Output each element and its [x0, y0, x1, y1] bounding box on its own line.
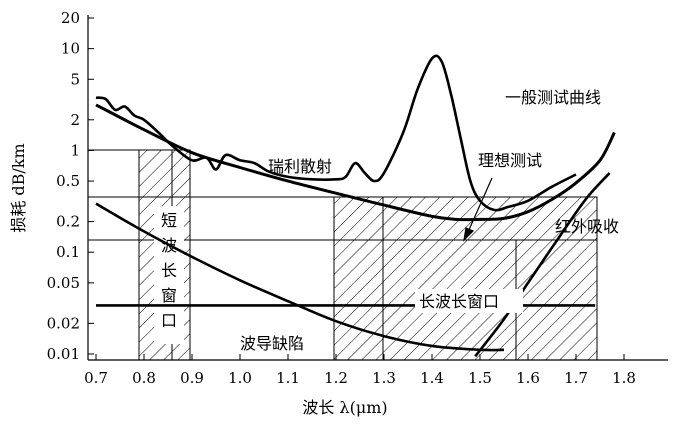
x-tick-label: 1.7	[564, 369, 588, 387]
ideal-curve	[95, 103, 616, 222]
x-tick-label: 1.3	[372, 369, 396, 387]
windows	[138, 149, 598, 361]
y-tick-label: 0.5	[56, 172, 80, 190]
x-tick-label: 1.6	[516, 369, 540, 387]
y-tick-label: 1	[70, 141, 80, 159]
long-window	[333, 196, 598, 361]
y-tick-label: 20	[61, 9, 80, 27]
x-tick-label: 0.9	[180, 369, 204, 387]
short-window-label-bg	[154, 206, 184, 344]
short-window-char-2: 长	[161, 261, 177, 280]
x-tick-label: 1.4	[420, 369, 444, 387]
infrared-curve	[474, 172, 611, 358]
y-tick-label: 0.02	[47, 314, 80, 332]
y-tick-label: 0.2	[56, 213, 80, 231]
label-rayleigh: 瑞利散射	[268, 157, 332, 176]
label-ir: 红外吸收	[555, 217, 619, 236]
short-window-char-3: 窗	[161, 286, 177, 305]
x-tick-label: 0.8	[132, 369, 156, 387]
x-ticks: 0.7 0.8 0.9 1.0 1.1 1.2 1.3 1.4 1.5 1.6 1.7 1.8	[84, 354, 636, 387]
y-tick-label: 10	[61, 40, 80, 58]
label-general: 一般测试曲线	[505, 88, 601, 107]
x-tick-label: 1.8	[612, 369, 636, 387]
axes	[87, 15, 668, 361]
ideal-arrow	[463, 177, 493, 242]
y-axis-label: 损耗 dB/km	[9, 143, 28, 232]
y-tick-label: 5	[70, 70, 80, 88]
label-ideal: 理想测试	[478, 151, 542, 170]
x-tick-label: 1.0	[228, 369, 252, 387]
x-tick-label: 1.5	[468, 369, 492, 387]
general-curve	[95, 54, 577, 212]
y-ticks: 20 10 5 2 1 0.5 0.2 0.1 0.05 0.02 0.01	[47, 9, 94, 363]
x-tick-label: 1.2	[324, 369, 348, 387]
x-tick-label: 1.1	[276, 369, 300, 387]
rayleigh-curve	[95, 202, 505, 352]
y-tick-label: 0.05	[47, 274, 80, 292]
short-window-char-4: 口	[161, 311, 177, 330]
label-long-window: 长波长窗口	[419, 292, 499, 311]
label-waveguide: 波导缺陷	[240, 334, 304, 353]
short-window-char-1: 波	[161, 236, 177, 255]
y-tick-label: 0.1	[56, 243, 80, 261]
x-tick-label: 0.7	[84, 369, 108, 387]
label-short-window: 短 波 长 窗 口	[161, 211, 177, 330]
y-tick-label: 0.01	[47, 345, 80, 363]
y-tick-label: 2	[70, 111, 80, 129]
x-axis-label: 波长 λ(μm)	[302, 398, 387, 417]
short-window-char-0: 短	[161, 211, 177, 230]
